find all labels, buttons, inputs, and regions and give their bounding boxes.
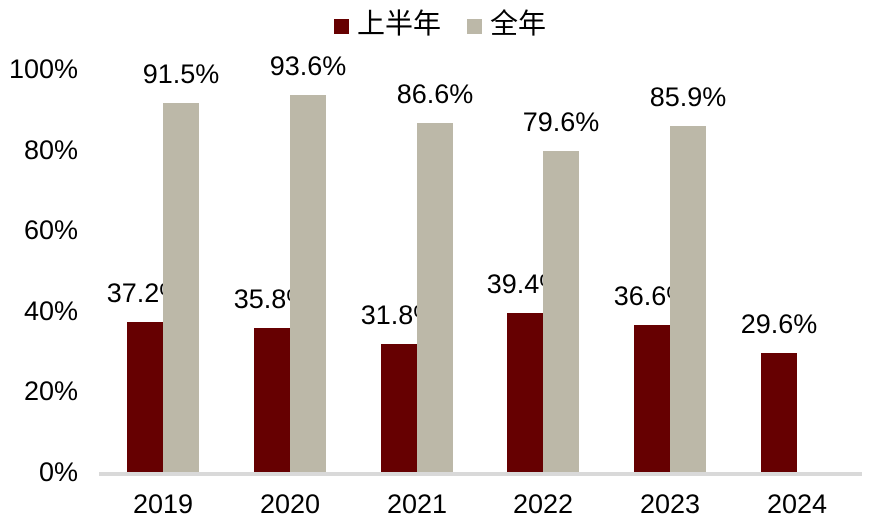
bar-first-half-2019: [127, 322, 163, 472]
y-axis-tick-label: 80%: [23, 134, 78, 165]
chart-legend: 上半年 全年: [0, 6, 880, 42]
y-axis-tick-label: 40%: [23, 295, 78, 326]
bar-full-year-2022: [543, 151, 579, 472]
y-axis-tick-label: 20%: [23, 376, 78, 407]
x-axis-label-2022: 2022: [512, 489, 574, 519]
y-axis-tick-label: 0%: [38, 457, 78, 487]
value-label-full-year-2021: 86.6%: [396, 79, 474, 109]
bar-first-half-2021: [381, 344, 417, 472]
x-axis-label-2019: 2019: [132, 489, 194, 519]
y-axis-tick-label: 60%: [23, 215, 78, 246]
bar-first-half-2024: [761, 353, 797, 472]
bar-full-year-2023: [670, 126, 706, 472]
value-label-full-year-2022: 79.6%: [522, 107, 600, 137]
value-label-full-year-2020: 93.6%: [269, 51, 347, 81]
legend-label-first-half: 上半年: [356, 8, 441, 39]
legend-label-full-year: 全年: [490, 8, 547, 39]
x-axis-label-2021: 2021: [386, 489, 448, 519]
bar-full-year-2021: [417, 123, 453, 472]
legend-swatch-full-year-icon: [467, 18, 482, 34]
bar-first-half-2023: [634, 325, 670, 472]
y-axis-tick-label: 100%: [8, 54, 78, 84]
bar-full-year-2019: [163, 103, 199, 472]
legend-item-full-year: 全年: [467, 6, 546, 42]
value-label-full-year-2023: 85.9%: [649, 82, 727, 112]
legend-swatch-first-half-icon: [333, 18, 349, 34]
x-axis-label-2020: 2020: [259, 489, 321, 519]
x-axis-label-2023: 2023: [639, 489, 701, 519]
x-axis-baseline: [99, 472, 862, 476]
bar-first-half-2020: [254, 328, 290, 472]
value-label-first-half-2024: 29.6%: [740, 309, 818, 339]
bar-first-half-2022: [507, 313, 543, 472]
x-axis-label-2024: 2024: [766, 489, 828, 519]
bar-full-year-2020: [290, 95, 326, 472]
value-label-full-year-2019: 91.5%: [142, 59, 220, 89]
legend-item-first-half: 上半年: [333, 6, 441, 42]
